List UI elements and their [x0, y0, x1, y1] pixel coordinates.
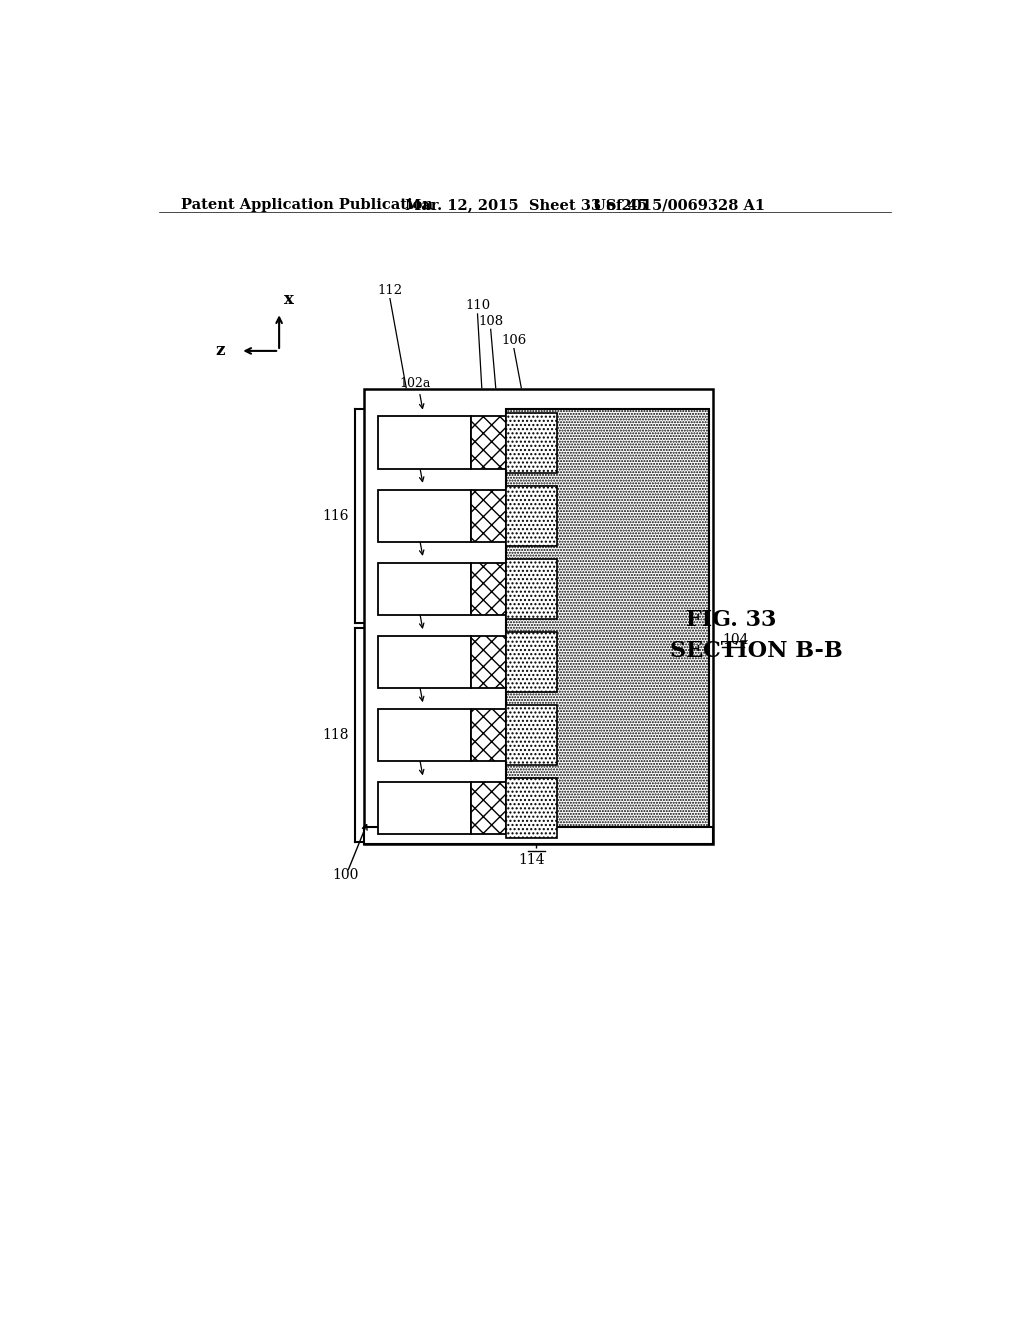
Bar [378, 636, 471, 688]
Text: 108: 108 [478, 314, 503, 327]
Text: 102f: 102f [401, 743, 430, 756]
Bar [378, 781, 471, 834]
Text: x: x [284, 290, 294, 308]
Bar [506, 558, 557, 619]
Text: Patent Application Publication: Patent Application Publication [180, 198, 433, 213]
Text: 112: 112 [378, 284, 402, 297]
Text: 118: 118 [323, 729, 349, 742]
Bar [506, 409, 710, 826]
Text: US 2015/0069328 A1: US 2015/0069328 A1 [593, 198, 765, 213]
Text: SECTION B-B: SECTION B-B [671, 640, 843, 663]
Bar [471, 709, 506, 762]
Text: 114: 114 [518, 853, 545, 867]
Bar [506, 632, 557, 692]
Bar [378, 416, 471, 469]
Bar [365, 389, 713, 843]
Text: z: z [215, 342, 225, 359]
Text: 106: 106 [502, 334, 526, 347]
Bar [471, 490, 506, 543]
Bar [471, 562, 506, 615]
Text: 102d: 102d [399, 597, 431, 610]
Text: 110: 110 [465, 300, 490, 313]
Bar [471, 416, 506, 469]
Text: 102c: 102c [400, 524, 431, 536]
Bar [378, 709, 471, 762]
Text: FIG. 33: FIG. 33 [686, 610, 776, 631]
Bar [471, 781, 506, 834]
Bar [365, 826, 713, 843]
Text: 102a: 102a [399, 378, 431, 391]
Bar [506, 486, 557, 545]
Text: 116: 116 [323, 508, 349, 523]
Text: 104: 104 [722, 632, 749, 647]
Bar [471, 636, 506, 688]
Bar [506, 413, 557, 473]
Text: 102e: 102e [400, 669, 431, 682]
Bar [506, 779, 557, 838]
Bar [506, 705, 557, 766]
Text: 100: 100 [332, 869, 358, 882]
Text: Mar. 12, 2015  Sheet 33 of 45: Mar. 12, 2015 Sheet 33 of 45 [406, 198, 648, 213]
Bar [378, 562, 471, 615]
Bar [378, 490, 471, 543]
Text: 102b: 102b [399, 450, 431, 463]
